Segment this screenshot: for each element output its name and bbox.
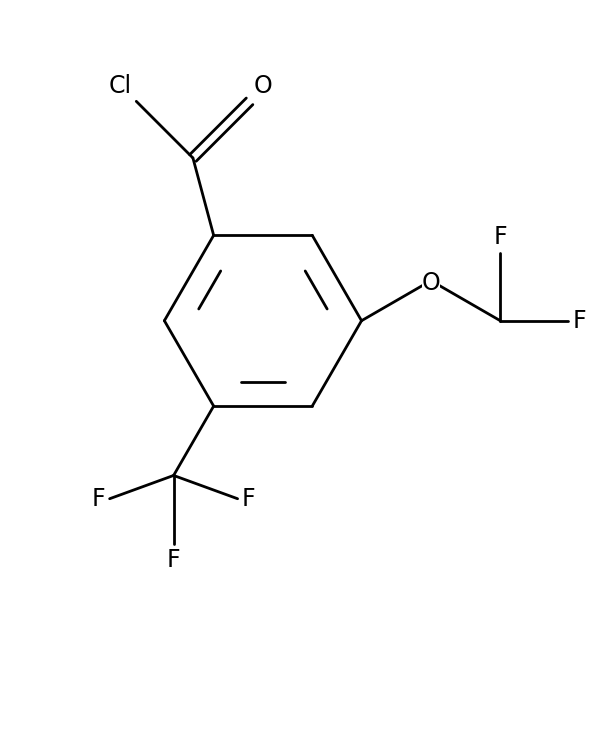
Text: F: F bbox=[92, 487, 105, 511]
Text: O: O bbox=[254, 74, 273, 98]
Text: F: F bbox=[493, 225, 507, 249]
Text: Cl: Cl bbox=[109, 74, 132, 98]
Text: F: F bbox=[573, 309, 586, 333]
Text: F: F bbox=[167, 548, 181, 573]
Text: O: O bbox=[422, 271, 441, 295]
Text: F: F bbox=[242, 487, 256, 511]
